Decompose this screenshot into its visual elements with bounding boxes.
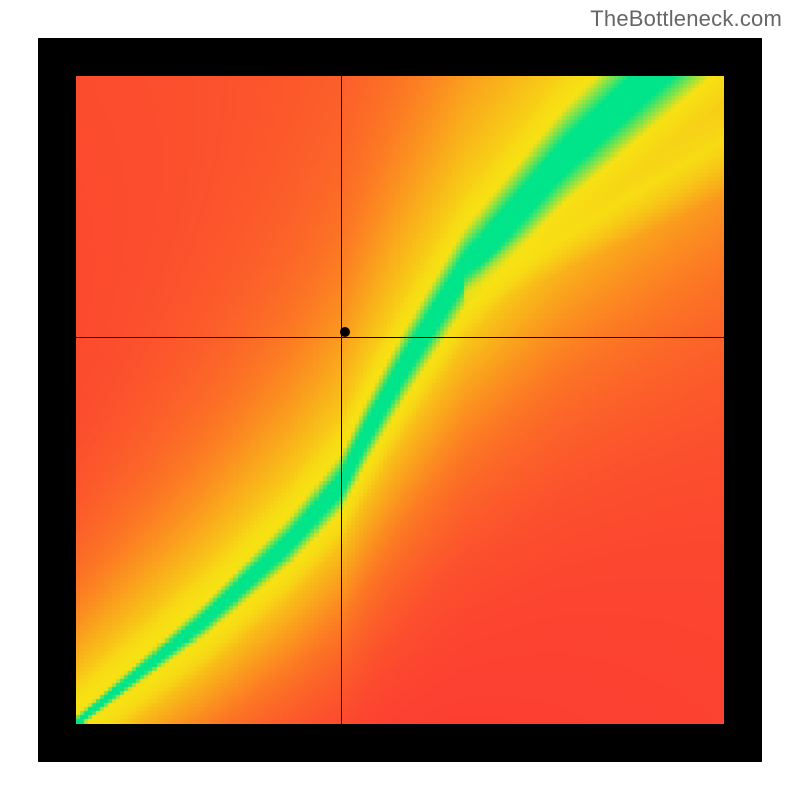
data-point-marker bbox=[340, 327, 350, 337]
crosshair-vertical bbox=[341, 76, 342, 724]
heatmap-canvas bbox=[76, 76, 724, 724]
chart-container: TheBottleneck.com bbox=[0, 0, 800, 800]
watermark-text: TheBottleneck.com bbox=[590, 6, 782, 32]
plot-area bbox=[76, 76, 724, 724]
crosshair-horizontal bbox=[76, 337, 724, 338]
